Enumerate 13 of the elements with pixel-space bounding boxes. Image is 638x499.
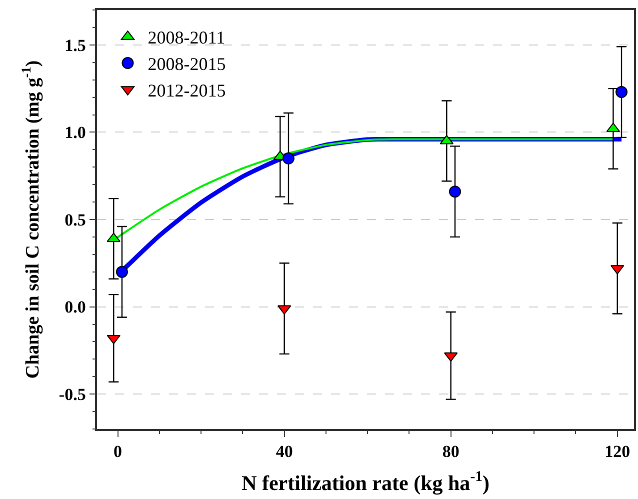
y-tick-label: 0.0 [64, 298, 86, 317]
y-tick-label: 0.5 [64, 210, 86, 230]
legend-label: 2008-2015 [148, 54, 226, 74]
x-tick-label: 80 [442, 442, 460, 462]
legend-label: 2012-2015 [148, 80, 226, 100]
y-tick-label: 1.0 [64, 123, 86, 142]
x-tick-label: 0 [114, 442, 122, 462]
legend-label: 2008-2011 [148, 28, 226, 48]
x-tick-label: 120 [604, 442, 630, 462]
y-tick-label: 1.5 [64, 36, 86, 55]
y-tick-label: -0.5 [58, 385, 86, 404]
x-tick-label: 40 [276, 442, 293, 462]
x-axis-title: N fertilization rate (kg ha$^{-1}$) [242, 469, 490, 495]
